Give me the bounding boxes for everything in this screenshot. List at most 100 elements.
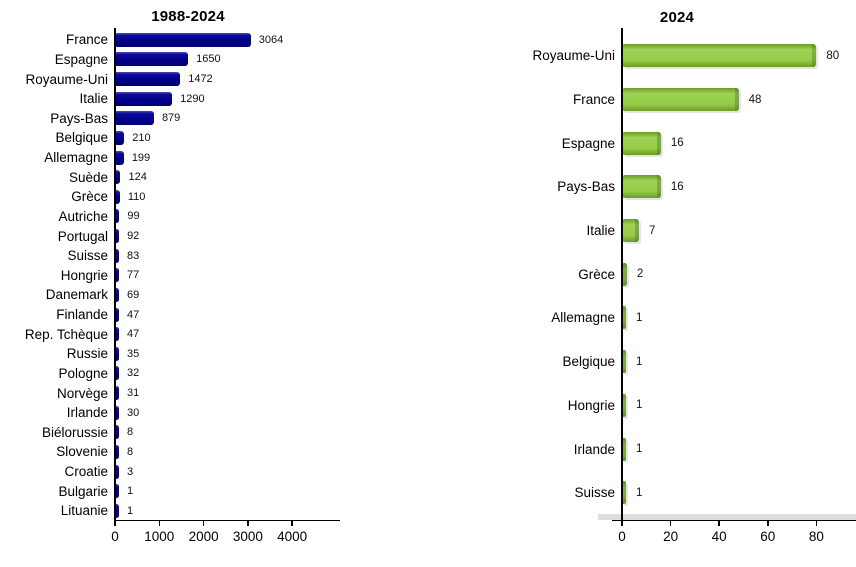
value-label: 69 — [127, 288, 140, 301]
value-label: 47 — [127, 308, 140, 321]
x-axis-tick — [815, 519, 818, 526]
x-axis-tick — [767, 519, 769, 526]
bar-row: France 48 — [428, 78, 856, 122]
bar-row: Bulgarie 1 — [0, 481, 428, 501]
bar — [622, 262, 627, 286]
bar — [622, 88, 739, 112]
value-label: 1 — [636, 399, 643, 412]
bar-row: Irlande 1 — [428, 427, 856, 471]
value-label: 35 — [127, 347, 140, 360]
category-label: Italie — [586, 223, 615, 239]
category-label: Hongrie — [567, 397, 615, 413]
category-label: Royaume-Uni — [532, 48, 615, 64]
bar — [622, 44, 817, 68]
bar-row: Pologne 32 — [0, 364, 428, 384]
category-label: Slovenie — [56, 444, 108, 460]
x-tick-label: 1000 — [144, 529, 175, 544]
x-axis-tick — [202, 519, 205, 526]
category-label: Irlande — [66, 405, 108, 421]
category-label: Irlande — [573, 441, 615, 457]
bar — [115, 405, 119, 420]
bar-row: Grèce 2 — [428, 252, 856, 296]
bar-row: Croatie 3 — [0, 462, 428, 482]
category-label: Portugal — [57, 228, 108, 244]
bar — [115, 287, 119, 302]
category-label: Biélorussie — [41, 424, 108, 440]
category-label: France — [65, 32, 108, 48]
value-label: 80 — [826, 49, 840, 62]
bar — [115, 484, 119, 499]
bar-rows-container: France 3064 Espagne 1650 Royaume-Uni 1472 Ital… — [0, 30, 428, 521]
bar — [115, 72, 181, 87]
bar-row: Lituanie 1 — [0, 501, 428, 521]
bar — [622, 131, 661, 155]
category-label: Pays-Bas — [50, 110, 108, 126]
bar — [115, 444, 119, 459]
value-label: 199 — [131, 151, 151, 164]
bar-row: Russie 35 — [0, 344, 428, 364]
bar-row: Italie 1290 — [0, 89, 428, 109]
category-label: Autriche — [58, 208, 108, 224]
bar-row: Suisse 1 — [428, 471, 856, 515]
x-tick-label: 0 — [111, 529, 119, 544]
bar — [115, 268, 119, 283]
value-label: 8 — [127, 445, 134, 458]
bar-row: Finlande 47 — [0, 305, 428, 325]
bar — [115, 503, 119, 518]
bar — [115, 189, 120, 204]
bar-row: Pays-Bas 16 — [428, 165, 856, 209]
bar-row: Autriche 99 — [0, 207, 428, 227]
value-label: 16 — [670, 180, 684, 193]
bar — [115, 366, 119, 381]
value-label: 7 — [649, 224, 656, 237]
category-label: Suisse — [67, 248, 108, 264]
bar-row: Pays-Bas 879 — [0, 109, 428, 129]
bar-row: Espagne 1650 — [0, 50, 428, 70]
value-label: 31 — [127, 387, 140, 400]
x-axis-tick — [291, 519, 293, 526]
value-label: 210 — [132, 131, 151, 144]
category-label: Bulgarie — [58, 483, 108, 499]
x-axis-line — [114, 519, 340, 522]
value-label: 48 — [748, 93, 762, 106]
value-label: 879 — [161, 112, 181, 125]
x-axis-tick — [114, 519, 116, 526]
bar-row: Biélorussie 8 — [0, 423, 428, 443]
value-label: 30 — [127, 406, 140, 419]
bar-row: Allemagne 1 — [428, 296, 856, 340]
value-label: 1 — [636, 311, 643, 324]
x-tick-label: 40 — [711, 529, 727, 544]
x-tick-label: 80 — [808, 529, 824, 544]
value-label: 1 — [636, 443, 643, 456]
value-label: 1 — [127, 485, 134, 498]
x-axis-tick — [158, 519, 161, 526]
bar — [622, 437, 626, 461]
bar-row: Allemagne 199 — [0, 148, 428, 168]
y-axis-line — [114, 28, 116, 521]
category-label: Royaume-Uni — [25, 71, 108, 87]
bar — [115, 111, 154, 126]
bar-row: Royaume-Uni 1472 — [0, 69, 428, 89]
value-label: 1 — [636, 486, 643, 499]
bar — [622, 481, 626, 505]
category-label: Russie — [66, 346, 108, 362]
bar — [622, 306, 626, 330]
value-label: 16 — [670, 137, 684, 150]
value-label: 124 — [128, 171, 147, 184]
bar — [115, 229, 120, 244]
x-axis-line — [612, 519, 856, 522]
x-axis-tick — [621, 519, 623, 526]
bar-row: Hongrie 1 — [428, 384, 856, 428]
value-label: 1 — [127, 504, 134, 517]
value-label: 32 — [127, 367, 140, 380]
value-label: 99 — [127, 210, 140, 223]
value-label: 1290 — [180, 92, 205, 105]
value-label: 2 — [636, 268, 644, 281]
y-axis-line — [621, 28, 623, 521]
chart-panel-2024: 2024 Royaume-Uni 80 France 48 Espagne 16 Pays-… — [428, 0, 856, 567]
bar — [115, 425, 119, 440]
bar — [115, 464, 119, 479]
category-label: Espagne — [54, 51, 108, 67]
category-label: Suède — [68, 169, 108, 185]
category-label: Croatie — [64, 464, 108, 480]
